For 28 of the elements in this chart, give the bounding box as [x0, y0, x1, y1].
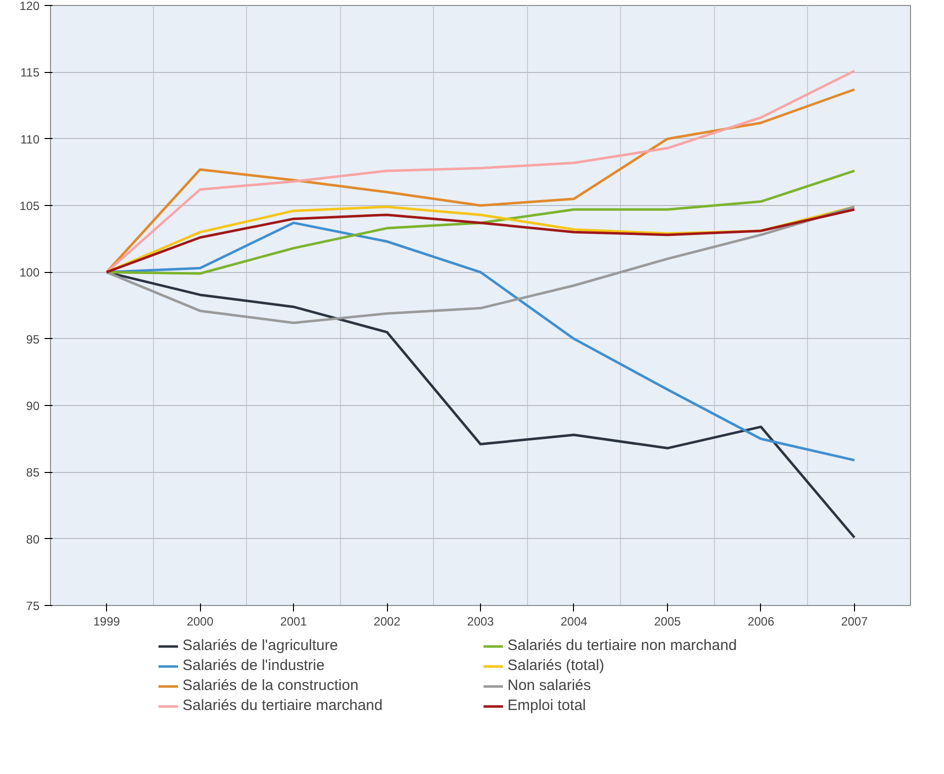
legend-label: Emploi total: [508, 697, 587, 714]
y-tick-label: 80: [26, 532, 40, 546]
x-tick-label: 2002: [374, 614, 401, 628]
line-series: [105, 206, 856, 324]
y-tick-label: 85: [26, 466, 40, 480]
x-tick-label: 2007: [841, 614, 868, 628]
x-tick-label: 1999: [93, 614, 120, 628]
legend-label: Salariés de la construction: [182, 677, 360, 694]
legend-label: Salariés de l'agriculture: [182, 637, 339, 654]
y-tick-label: 105: [19, 199, 40, 213]
legend-label: Salariés de l'industrie: [182, 657, 326, 674]
y-tick-label: 120: [19, 0, 40, 13]
x-tick-label: 2001: [280, 614, 308, 628]
y-tick-label: 115: [20, 66, 40, 80]
y-tick-label: 110: [20, 132, 40, 146]
legend-label: Salariés (total): [508, 657, 606, 674]
legend-label: Non salariés: [508, 677, 592, 694]
x-tick-label: 2003: [467, 614, 494, 628]
legend-label: Salariés du tertiaire marchand: [182, 697, 384, 714]
x-tick-label: 2004: [560, 614, 588, 628]
x-tick-label: 2000: [186, 614, 214, 628]
y-tick-label: 95: [26, 332, 40, 346]
x-tick-label: 2006: [748, 614, 775, 628]
y-tick-label: 100: [19, 266, 40, 280]
x-tick-label: 2005: [654, 614, 682, 628]
legend-label: Salariés du tertiaire non marchand: [508, 637, 738, 654]
y-tick-label: 75: [26, 599, 40, 613]
y-tick-label: 90: [26, 399, 40, 413]
